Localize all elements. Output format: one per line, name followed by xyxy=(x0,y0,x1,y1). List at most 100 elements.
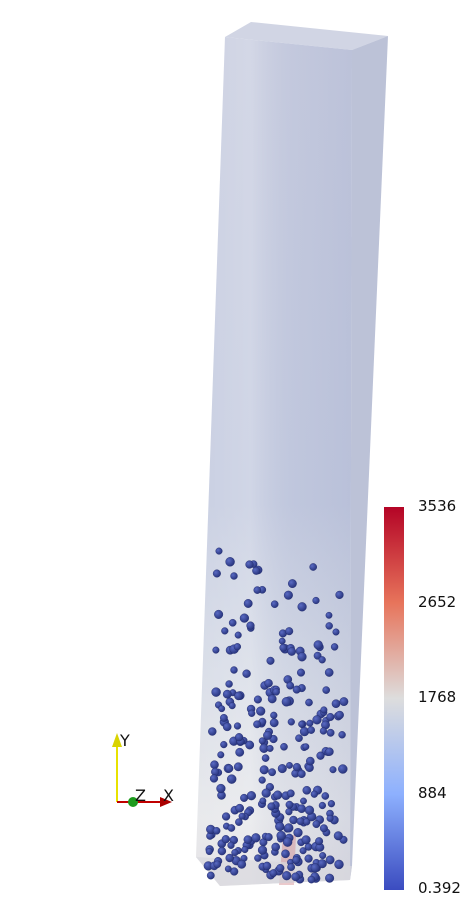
particle xyxy=(283,590,293,600)
particle xyxy=(287,863,295,871)
particle xyxy=(213,860,222,869)
particle xyxy=(292,856,301,864)
particle xyxy=(225,557,235,567)
particle xyxy=(321,792,330,800)
particle xyxy=(303,818,311,826)
particle xyxy=(221,835,230,844)
particle xyxy=(237,859,247,869)
particle xyxy=(270,711,278,719)
particle xyxy=(304,854,313,863)
particle xyxy=(319,852,327,860)
scalar-bar-max-label: 3536 xyxy=(418,497,457,515)
particle xyxy=(226,774,237,784)
particle xyxy=(230,572,238,580)
particle xyxy=(248,709,256,717)
particle xyxy=(280,743,288,751)
particle xyxy=(267,694,277,704)
particle xyxy=(218,705,226,713)
particle xyxy=(231,848,239,857)
particle xyxy=(282,837,293,847)
particle xyxy=(279,643,288,652)
particle xyxy=(312,596,320,605)
particle xyxy=(335,590,344,600)
particle xyxy=(335,710,344,720)
particle xyxy=(228,702,236,710)
particle xyxy=(212,569,221,578)
particle xyxy=(225,853,234,863)
particle xyxy=(295,734,303,743)
axes-triad xyxy=(112,733,172,807)
particle xyxy=(326,728,335,737)
particle xyxy=(215,547,223,555)
particle xyxy=(241,846,249,854)
particle xyxy=(277,764,287,774)
particle xyxy=(234,691,243,701)
particle xyxy=(297,602,307,612)
particle xyxy=(325,611,333,619)
particle xyxy=(291,872,300,882)
particle xyxy=(281,697,292,707)
scalar-bar-label-1768: 1768 xyxy=(418,688,457,706)
particle xyxy=(310,863,320,873)
particle xyxy=(264,679,273,688)
particle xyxy=(233,722,242,730)
particle xyxy=(286,681,295,690)
particle xyxy=(240,793,249,802)
particle xyxy=(292,762,302,772)
particle xyxy=(264,833,273,842)
particle xyxy=(293,827,303,838)
particle xyxy=(284,823,294,833)
particle xyxy=(257,845,268,855)
particle xyxy=(326,713,335,722)
particle xyxy=(243,599,253,608)
particle xyxy=(222,722,232,732)
particle xyxy=(322,686,331,694)
particle xyxy=(259,765,269,775)
particle xyxy=(304,805,315,815)
fluid-column xyxy=(196,22,388,886)
particle xyxy=(286,762,293,769)
particle xyxy=(209,774,219,783)
particle xyxy=(230,666,238,674)
particle xyxy=(208,727,217,736)
particle xyxy=(297,804,306,814)
particle xyxy=(225,680,233,688)
particle xyxy=(285,800,294,809)
particle xyxy=(246,791,257,801)
particle xyxy=(258,737,266,745)
particle xyxy=(254,854,262,862)
particle xyxy=(302,743,310,751)
scalar-bar-label-2652: 2652 xyxy=(418,593,457,611)
particle xyxy=(270,600,279,609)
particle xyxy=(268,768,276,777)
particle xyxy=(325,873,335,883)
particle xyxy=(225,764,234,773)
particle xyxy=(216,783,226,794)
particle xyxy=(233,643,242,651)
particle xyxy=(251,833,261,843)
particle xyxy=(301,835,311,845)
particle xyxy=(227,824,236,832)
particle xyxy=(269,869,278,877)
particle xyxy=(252,566,261,575)
particle xyxy=(287,579,297,588)
particle xyxy=(309,563,318,571)
particle xyxy=(324,668,334,677)
y-axis-label: Y xyxy=(120,731,130,750)
particle xyxy=(299,726,310,737)
particle-cloud xyxy=(203,547,349,884)
particle xyxy=(233,762,243,772)
particle xyxy=(245,560,254,569)
particle xyxy=(259,797,267,805)
particle xyxy=(307,875,316,884)
particle xyxy=(338,731,346,739)
particle xyxy=(275,821,285,832)
particle xyxy=(210,760,219,770)
particle xyxy=(332,628,340,636)
particle xyxy=(297,668,306,677)
particle xyxy=(315,837,324,846)
particle xyxy=(334,859,344,870)
particle xyxy=(276,830,286,841)
particle xyxy=(316,751,325,760)
